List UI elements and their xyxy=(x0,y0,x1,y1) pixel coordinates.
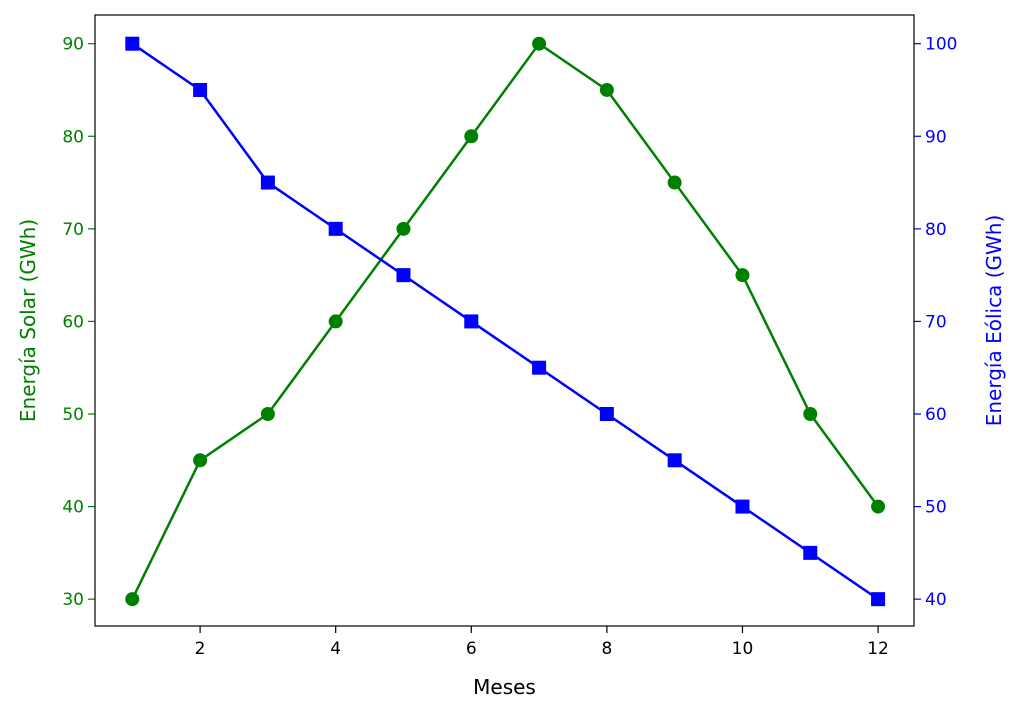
data-point-eolica xyxy=(328,221,343,236)
data-point-solar xyxy=(125,592,140,607)
data-point-eolica xyxy=(464,314,479,329)
left-y-axis-label: Energía Solar (GWh) xyxy=(16,219,40,422)
plot-frame xyxy=(94,14,915,627)
left-y-tick-label: 50 xyxy=(62,405,84,425)
data-point-eolica xyxy=(193,82,208,97)
right-y-tick-label: 40 xyxy=(925,590,947,610)
x-tick-label: 2 xyxy=(195,639,206,659)
x-axis-label: Meses xyxy=(473,675,536,699)
data-point-solar xyxy=(735,268,750,283)
data-point-eolica xyxy=(803,545,818,560)
data-point-solar xyxy=(871,499,886,514)
x-tick-label: 6 xyxy=(466,639,477,659)
data-point-eolica xyxy=(125,36,140,51)
right-y-tick-label: 60 xyxy=(925,405,947,425)
left-y-tick-label: 40 xyxy=(62,498,84,518)
data-point-solar xyxy=(464,129,479,144)
right-y-tick-label: 50 xyxy=(925,498,947,518)
data-point-solar xyxy=(396,221,411,236)
series-line-eolica xyxy=(131,42,879,601)
x-tick-label: 10 xyxy=(732,639,754,659)
right-y-tick-label: 90 xyxy=(925,127,947,147)
x-tick-label: 4 xyxy=(330,639,341,659)
data-point-eolica xyxy=(871,592,886,607)
left-y-tick-label: 30 xyxy=(62,590,84,610)
data-point-solar xyxy=(532,36,547,51)
data-point-solar xyxy=(803,407,818,422)
data-point-solar xyxy=(193,453,208,468)
right-y-axis-label: Energía Eólica (GWh) xyxy=(982,215,1006,427)
data-point-eolica xyxy=(667,453,682,468)
data-point-eolica xyxy=(396,268,411,283)
left-y-tick-label: 70 xyxy=(62,220,84,240)
x-tick-label: 12 xyxy=(867,639,889,659)
data-point-eolica xyxy=(735,499,750,514)
right-y-tick-label: 80 xyxy=(925,220,947,240)
data-point-solar xyxy=(599,82,614,97)
x-tick-label: 8 xyxy=(601,639,612,659)
series-line-solar xyxy=(131,41,880,600)
data-point-eolica xyxy=(532,360,547,375)
right-y-tick-label: 70 xyxy=(925,312,947,332)
left-y-tick-label: 90 xyxy=(62,35,84,55)
data-point-solar xyxy=(667,175,682,190)
left-y-tick-label: 60 xyxy=(62,312,84,332)
data-point-solar xyxy=(328,314,343,329)
right-y-tick-label: 100 xyxy=(925,35,957,55)
left-y-tick-label: 80 xyxy=(62,127,84,147)
data-point-eolica xyxy=(599,407,614,422)
data-point-eolica xyxy=(260,175,275,190)
data-point-solar xyxy=(260,407,275,422)
